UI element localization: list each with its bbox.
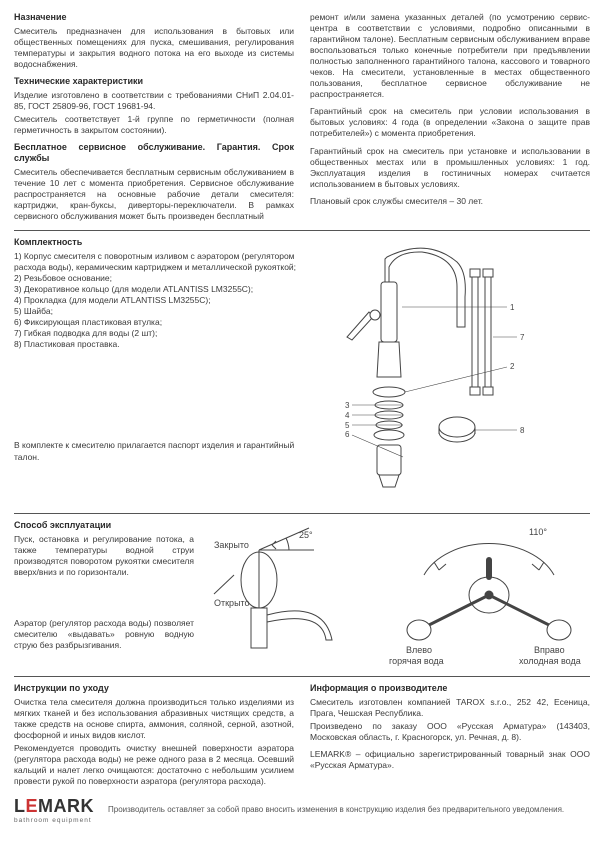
rule — [14, 513, 590, 514]
p-warr-public: Гарантийный срок на смеситель при устано… — [310, 146, 590, 190]
kit-item: 1) Корпус смесителя с поворотным изливом… — [14, 251, 297, 273]
kit-text: Комплектность 1) Корпус смесителя с пово… — [14, 237, 297, 464]
section-operation: Способ эксплуатации Пуск, остановка и ре… — [14, 520, 590, 670]
svg-text:1: 1 — [510, 303, 515, 312]
kit-item: 3) Декоративное кольцо (для модели ATLAN… — [14, 284, 297, 295]
p-warranty: Смеситель обеспечивается бесплатным серв… — [14, 167, 294, 222]
svg-text:5: 5 — [345, 421, 350, 430]
kit-item: 2) Резьбовое основание; — [14, 273, 297, 284]
kit-diagram: 1 2 7 3 4 5 6 8 — [307, 237, 590, 507]
kit-list: 1) Корпус смесителя с поворотным изливом… — [14, 251, 297, 350]
lbl-cold: холодная вода — [519, 656, 581, 666]
lbl-angle2: 110° — [529, 527, 547, 537]
h-oper: Способ эксплуатации — [14, 520, 194, 532]
oper-diagram-vert: Закрыто 25° Открыто — [204, 520, 374, 670]
p-warr-home: Гарантийный срок на смеситель при услови… — [310, 106, 590, 139]
lbl-right: Вправо — [534, 645, 565, 655]
h-kit: Комплектность — [14, 237, 297, 249]
section-kit: Комплектность 1) Корпус смесителя с пово… — [14, 237, 590, 507]
svg-text:2: 2 — [510, 362, 515, 371]
footer-row: LEMARK bathroom equipment Производитель … — [14, 795, 590, 825]
h-care: Инструкции по уходу — [14, 683, 294, 695]
care-col: Инструкции по уходу Очистка тела смесите… — [14, 683, 294, 789]
svg-text:3: 3 — [345, 401, 350, 410]
p-oper1: Пуск, остановка и регулирование потока, … — [14, 534, 194, 578]
p-warr-cont: ремонт и/или замена указанных деталей (п… — [310, 12, 590, 100]
svg-text:7: 7 — [520, 333, 525, 342]
logo-l: L — [14, 796, 26, 816]
svg-text:4: 4 — [345, 411, 350, 420]
kit-item: 5) Шайба; — [14, 306, 297, 317]
p-care1: Очистка тела смесителя должна производит… — [14, 697, 294, 741]
svg-text:6: 6 — [345, 430, 350, 439]
p-mfr2: Произведено по заказу ООО «Русская Армат… — [310, 721, 590, 743]
lbl-open: Открыто — [214, 598, 250, 608]
kit-item: 8) Пластиковая проставка. — [14, 339, 297, 350]
exploded-diagram: 1 2 7 3 4 5 6 8 — [307, 237, 587, 507]
logo-e: E — [26, 796, 39, 816]
kit-note: В комплекте к смесителю прилагается пасп… — [14, 440, 297, 462]
logo-rest: MARK — [38, 796, 94, 816]
p-service-life: Плановый срок службы смесителя – 30 лет. — [310, 196, 590, 207]
p-purpose: Смеситель предназначен для использования… — [14, 26, 294, 70]
h-mfr: Информация о производителе — [310, 683, 590, 695]
h-tech: Технические характеристики — [14, 76, 294, 88]
top-left-col: Назначение Смеситель предназначен для ис… — [14, 12, 294, 224]
lbl-left: Влево — [406, 645, 432, 655]
logo-sub: bathroom equipment — [14, 817, 94, 825]
kit-item: 6) Фиксирующая пластиковая втулка; — [14, 317, 297, 328]
p-oper2: Аэратор (регулятор расхода воды) позволя… — [14, 618, 194, 651]
section-top: Назначение Смеситель предназначен для ис… — [14, 12, 590, 224]
oper-diagram-horiz: 110° Влево горячая вода Вправо холодная … — [384, 520, 584, 670]
logo: LEMARK bathroom equipment — [14, 795, 94, 825]
p-care2: Рекомендуется проводить очистку внешней … — [14, 743, 294, 787]
mfr-col: Информация о производителе Смеситель изг… — [310, 683, 590, 789]
rule — [14, 676, 590, 677]
rule — [14, 230, 590, 231]
h-warranty: Бесплатное сервисное обслуживание. Гаран… — [14, 142, 294, 165]
section-bottom: Инструкции по уходу Очистка тела смесите… — [14, 683, 590, 789]
kit-item: 4) Прокладка (для модели ATLANTISS LM325… — [14, 295, 297, 306]
kit-item: 7) Гибкая подводка для воды (2 шт); — [14, 328, 297, 339]
svg-text:8: 8 — [520, 426, 525, 435]
footer-note: Производитель оставляет за собой право в… — [108, 805, 590, 815]
lbl-hot: горячая вода — [389, 656, 444, 666]
h-purpose: Назначение — [14, 12, 294, 24]
oper-text: Способ эксплуатации Пуск, остановка и ре… — [14, 520, 194, 653]
p-mfr3: LEMARK® – официально зарегистрированный … — [310, 749, 590, 771]
p-tech2: Смеситель соответствует 1-й группе по ге… — [14, 114, 294, 136]
p-mfr1: Смеситель изготовлен компанией TAROX s.r… — [310, 697, 590, 719]
top-right-col: ремонт и/или замена указанных деталей (п… — [310, 12, 590, 224]
lbl-closed: Закрыто — [214, 540, 249, 550]
p-tech1: Изделие изготовлено в соответствии с тре… — [14, 90, 294, 112]
